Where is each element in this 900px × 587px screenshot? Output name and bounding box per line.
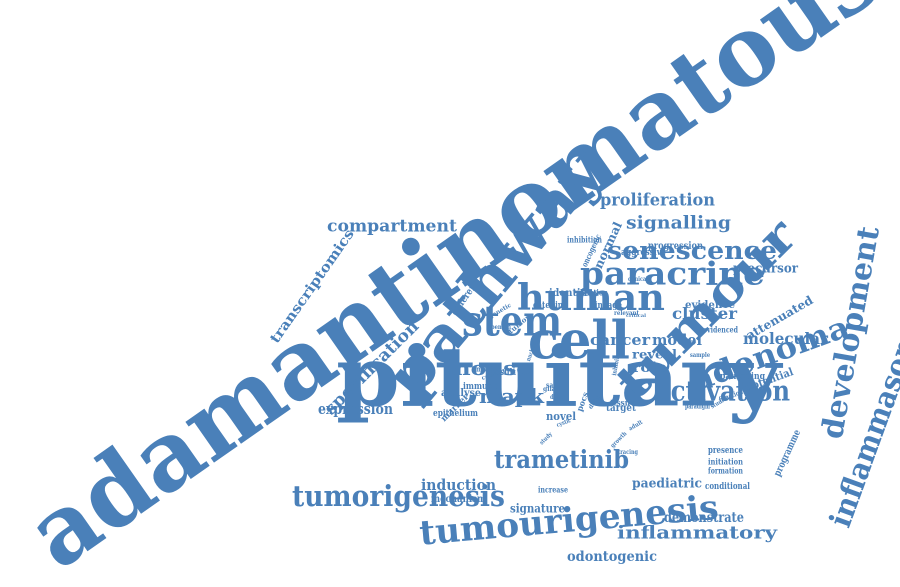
word-clinical: clinical — [628, 276, 648, 284]
word-critical: critical — [626, 313, 647, 319]
word-sasp: sasp — [546, 380, 561, 390]
word-glial: glial — [543, 386, 558, 394]
word-benign: benign — [491, 324, 511, 332]
word-mouse: mouse — [446, 356, 532, 380]
word-inflammatory: inflammatory — [617, 522, 778, 544]
word-odontogenic: odontogenic — [567, 548, 657, 565]
word-drive: drive — [550, 394, 566, 402]
word-conditional: conditional — [705, 481, 751, 492]
word-analyse: analyse — [441, 388, 482, 399]
word-formation: formation — [708, 465, 744, 476]
word-evidenced: evidenced — [703, 324, 738, 335]
word-proliferation: proliferation — [600, 190, 716, 211]
word-cell: cell — [528, 310, 630, 372]
word-compartment: compartment — [327, 216, 457, 237]
word-presence: presence — [708, 445, 743, 456]
word-paracrine: paracrine — [580, 254, 765, 293]
word-epithelium: epithelium — [433, 408, 478, 419]
word-evidence: evidence — [685, 300, 735, 311]
word-induction: induction — [421, 476, 497, 494]
word-inhibition: inhibition — [567, 234, 602, 245]
word-tissue: tissue — [610, 397, 636, 408]
word-cancer: cancer — [590, 331, 651, 349]
word-target: target — [606, 403, 637, 414]
word-stem: stem — [462, 296, 563, 346]
word-molecular: molecular — [743, 329, 828, 349]
word-initiation: initiation — [708, 456, 743, 467]
word-expression: expression — [318, 400, 393, 418]
word-activation: activation — [655, 374, 791, 408]
word-cluster: cluster — [672, 304, 738, 324]
word-precursor: precursor — [733, 261, 798, 277]
word-palisading: palisading — [720, 371, 765, 382]
word-progression: progression — [648, 241, 703, 252]
word-trametinib: trametinib — [494, 445, 629, 474]
word-paediatric: paediatric — [632, 476, 703, 492]
word-deletion: deletion — [578, 287, 608, 298]
word-immune: immune — [463, 381, 499, 392]
word-signature: signature — [510, 501, 566, 516]
word-mapk: mapk — [479, 384, 545, 408]
word-senescence: senescence — [607, 236, 777, 265]
word-aggressive: aggressive — [621, 247, 667, 258]
word-paradigm: paradigm — [685, 401, 710, 411]
word-result: result — [491, 367, 517, 378]
word-reveal: reveal — [632, 347, 677, 362]
word-lineage: lineage — [592, 300, 622, 311]
word-relevant: relevant — [614, 310, 639, 318]
word-signalling: signalling — [626, 212, 732, 234]
word-murine: murine — [476, 364, 502, 374]
word-tracing: tracing — [618, 449, 639, 457]
word-catenin: catenin — [533, 300, 564, 311]
word-programme: programme — [772, 428, 804, 479]
word-mechanism: mechanism — [431, 494, 487, 505]
word-pituitary: pituitary — [336, 329, 781, 426]
word-sample: sample — [690, 352, 711, 360]
word-human: human — [517, 277, 665, 320]
word-role: role — [632, 359, 668, 376]
word-identifies: identifies — [549, 288, 600, 299]
word-increase: increase — [538, 484, 568, 495]
word-demonstrate: demonstrate — [664, 509, 744, 526]
word-novel: novel — [546, 410, 577, 424]
word-tumorigenesis: tumorigenesis — [292, 478, 505, 513]
word-model: model — [652, 331, 703, 349]
